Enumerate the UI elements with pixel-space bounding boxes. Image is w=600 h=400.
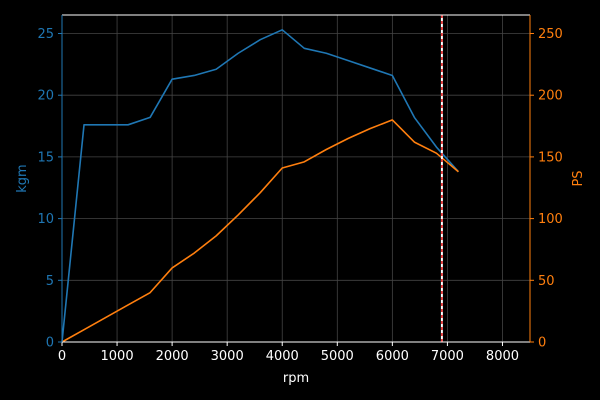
- y-left-tick-label: 25: [37, 27, 54, 42]
- x-tick-label: 5000: [321, 349, 354, 364]
- y-right-tick-label: 0: [538, 336, 546, 351]
- power-series-line: [61, 119, 459, 343]
- x-axis-label: rpm: [283, 371, 309, 386]
- y-axis-right-label: PS: [571, 170, 586, 186]
- x-tick-label: 0: [58, 349, 66, 364]
- x-tick-label: 6000: [376, 349, 409, 364]
- y-left-tick-label: 0: [46, 336, 54, 351]
- x-tick-label: 4000: [266, 349, 299, 364]
- x-tick-label: 8000: [486, 349, 519, 364]
- plot-frame: [61, 14, 531, 343]
- x-tick-label: 1000: [101, 349, 134, 364]
- grid: [61, 15, 530, 343]
- y-right-tick-label: 200: [538, 89, 563, 104]
- series-layer: [61, 29, 460, 343]
- y-axis-left-label: kgm: [15, 164, 30, 192]
- x-tick-label: 2000: [156, 349, 189, 364]
- x-tick-label: 3000: [211, 349, 244, 364]
- torque-series-line: [61, 29, 460, 343]
- y-right-tick-label: 100: [538, 212, 563, 227]
- x-tick-label: 7000: [431, 349, 464, 364]
- y-left-tick-label: 5: [46, 274, 54, 289]
- y-left-tick-label: 20: [37, 89, 54, 104]
- y-right-tick-label: 150: [538, 150, 563, 165]
- y-right-tick-label: 250: [538, 27, 563, 42]
- y-left-tick-label: 15: [37, 150, 54, 165]
- y-right-tick-label: 50: [538, 274, 555, 289]
- y-left-tick-label: 10: [37, 212, 54, 227]
- ticks: 0 1000 2000 3000 4000 5000 6000 7000 80000510152…: [37, 27, 562, 364]
